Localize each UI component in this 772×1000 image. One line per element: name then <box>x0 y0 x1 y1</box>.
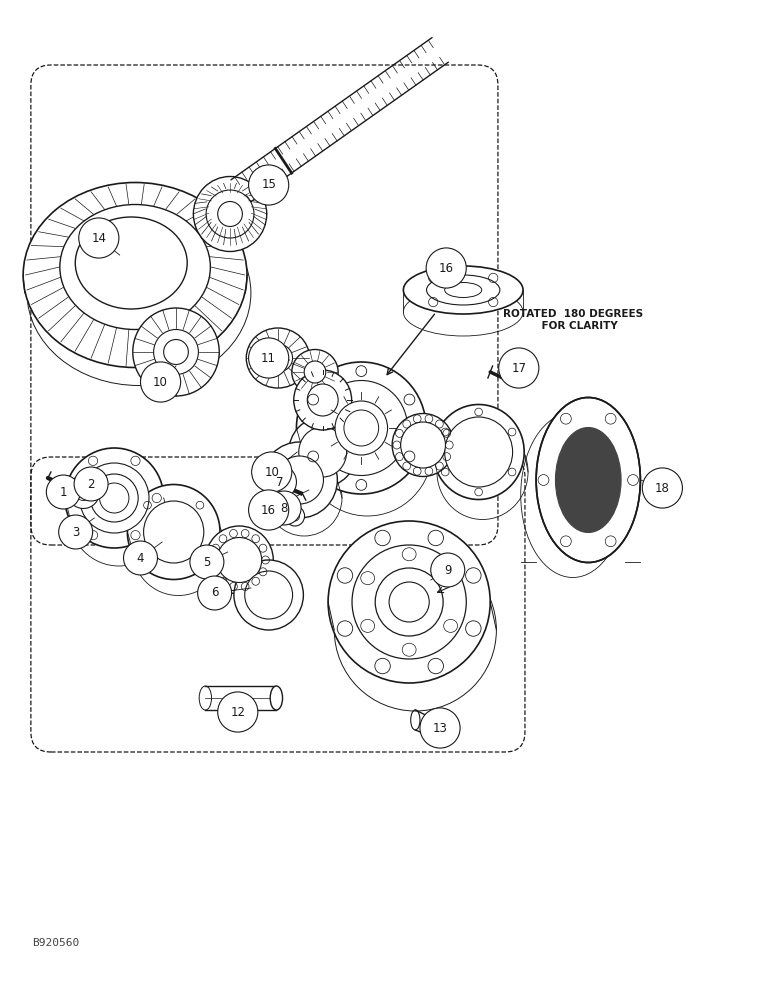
Text: 6: 6 <box>211 586 218 599</box>
Ellipse shape <box>193 176 267 251</box>
Circle shape <box>642 468 682 508</box>
Ellipse shape <box>315 380 408 476</box>
Ellipse shape <box>164 340 188 364</box>
Text: 16: 16 <box>438 261 454 274</box>
Ellipse shape <box>263 344 293 372</box>
Ellipse shape <box>286 506 304 526</box>
Circle shape <box>249 165 289 205</box>
Ellipse shape <box>144 501 204 563</box>
Circle shape <box>499 348 539 388</box>
Circle shape <box>141 362 181 402</box>
Circle shape <box>124 541 157 575</box>
Ellipse shape <box>218 202 242 227</box>
Ellipse shape <box>75 484 92 500</box>
Ellipse shape <box>67 476 100 508</box>
Ellipse shape <box>445 282 482 298</box>
Circle shape <box>249 490 289 530</box>
Ellipse shape <box>217 538 262 582</box>
Ellipse shape <box>352 545 466 659</box>
Circle shape <box>218 692 258 732</box>
Text: 8: 8 <box>280 502 288 514</box>
Ellipse shape <box>270 686 283 710</box>
Ellipse shape <box>80 463 149 533</box>
Ellipse shape <box>328 521 490 683</box>
Text: ROTATED  180 DEGREES
    FOR CLARITY: ROTATED 180 DEGREES FOR CLARITY <box>503 309 643 331</box>
Ellipse shape <box>60 205 210 330</box>
Ellipse shape <box>100 483 129 513</box>
Circle shape <box>74 467 108 501</box>
Ellipse shape <box>445 417 513 487</box>
Ellipse shape <box>127 485 220 580</box>
Ellipse shape <box>307 384 338 416</box>
Ellipse shape <box>389 582 429 622</box>
Ellipse shape <box>304 361 326 383</box>
Ellipse shape <box>555 428 621 532</box>
Text: B920560: B920560 <box>32 938 80 948</box>
Ellipse shape <box>299 427 347 477</box>
Ellipse shape <box>75 217 188 309</box>
Text: 17: 17 <box>511 361 527 374</box>
Ellipse shape <box>94 477 134 519</box>
Ellipse shape <box>234 560 303 630</box>
Text: 10: 10 <box>153 375 168 388</box>
Ellipse shape <box>289 417 357 487</box>
Text: 9: 9 <box>444 564 452 576</box>
Ellipse shape <box>344 410 379 446</box>
Text: 18: 18 <box>655 482 670 494</box>
Ellipse shape <box>433 404 524 499</box>
Ellipse shape <box>401 422 445 468</box>
Circle shape <box>46 475 80 509</box>
Text: 16: 16 <box>261 504 276 516</box>
Ellipse shape <box>154 330 198 374</box>
Ellipse shape <box>426 275 500 305</box>
Ellipse shape <box>375 568 443 636</box>
Ellipse shape <box>206 190 254 238</box>
Text: 10: 10 <box>264 466 279 479</box>
Ellipse shape <box>293 370 351 430</box>
Ellipse shape <box>296 362 426 494</box>
Text: 1: 1 <box>59 486 67 498</box>
Ellipse shape <box>404 266 523 314</box>
Circle shape <box>431 553 465 587</box>
Ellipse shape <box>392 414 454 477</box>
Ellipse shape <box>90 474 138 522</box>
Ellipse shape <box>23 182 247 367</box>
Circle shape <box>420 708 460 748</box>
Circle shape <box>249 338 289 378</box>
Text: 13: 13 <box>432 722 448 734</box>
Text: 7: 7 <box>276 476 283 488</box>
Ellipse shape <box>262 442 337 518</box>
Circle shape <box>79 218 119 258</box>
Ellipse shape <box>292 350 338 394</box>
Ellipse shape <box>65 448 164 548</box>
Text: 2: 2 <box>87 478 95 490</box>
Text: 12: 12 <box>230 706 245 718</box>
Text: 14: 14 <box>91 232 107 244</box>
Circle shape <box>59 515 93 549</box>
Circle shape <box>426 248 466 288</box>
Text: 15: 15 <box>261 178 276 192</box>
Circle shape <box>190 545 224 579</box>
Ellipse shape <box>290 511 300 521</box>
Ellipse shape <box>245 571 293 619</box>
Text: 4: 4 <box>137 552 144 564</box>
Circle shape <box>262 465 296 499</box>
Ellipse shape <box>276 456 323 504</box>
Ellipse shape <box>335 401 388 455</box>
Text: 5: 5 <box>203 556 211 568</box>
Text: 3: 3 <box>72 526 80 538</box>
Circle shape <box>252 452 292 492</box>
Ellipse shape <box>246 328 310 388</box>
Ellipse shape <box>205 526 273 594</box>
Ellipse shape <box>133 308 219 396</box>
Circle shape <box>267 491 301 525</box>
Text: 11: 11 <box>261 352 276 364</box>
Circle shape <box>198 576 232 610</box>
Ellipse shape <box>536 397 641 562</box>
